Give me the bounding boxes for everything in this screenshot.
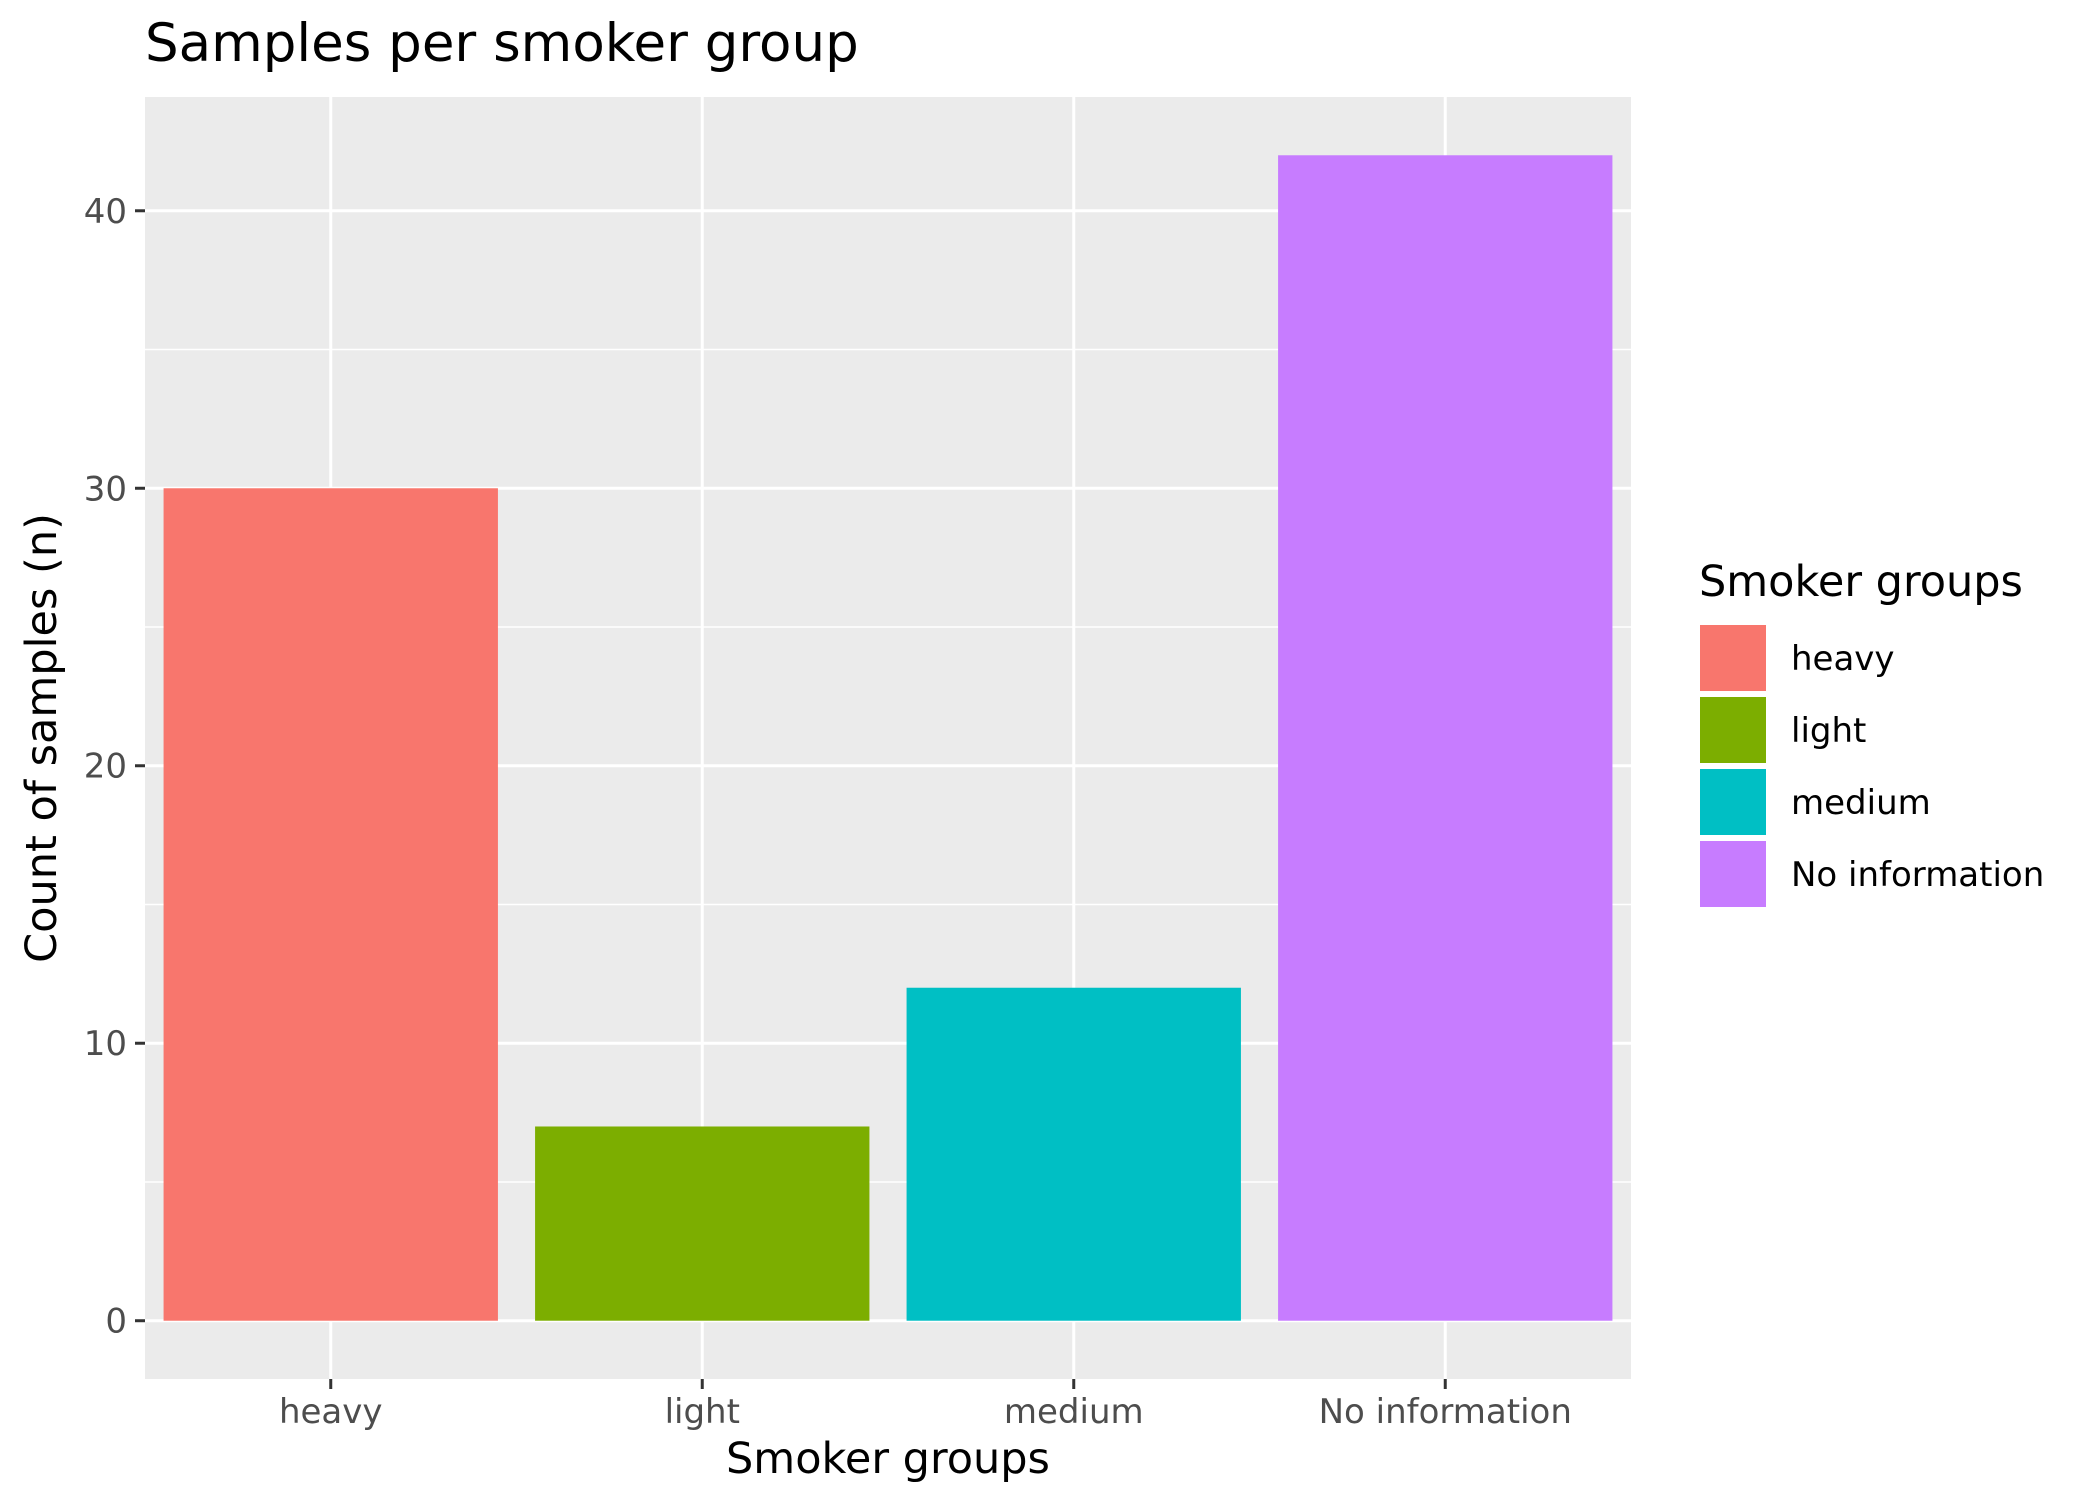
x-tick-label: light <box>665 1392 740 1432</box>
legend-key <box>1698 839 1768 909</box>
bars <box>163 155 1613 1321</box>
legend-label: light <box>1791 711 1866 751</box>
x-tick-label: heavy <box>279 1392 383 1432</box>
legend-label: medium <box>1791 783 1931 823</box>
x-axis: heavy light medium No information <box>279 1379 1572 1432</box>
legend-label: heavy <box>1791 639 1895 679</box>
bar-no-information <box>1278 155 1613 1321</box>
y-tick-label: 10 <box>84 1024 127 1064</box>
y-tick-label: 40 <box>84 192 127 232</box>
y-axis-title: Count of samples (n) <box>17 513 67 963</box>
x-tick-label: No information <box>1319 1392 1572 1432</box>
bar-medium <box>906 987 1241 1321</box>
y-tick-label: 20 <box>84 747 127 787</box>
x-tick-label: medium <box>1004 1392 1144 1432</box>
legend-key <box>1698 695 1768 765</box>
chart-title: Samples per smoker group <box>145 13 859 74</box>
bar-light <box>535 1126 870 1321</box>
y-tick-label: 30 <box>84 469 127 509</box>
legend-key <box>1698 767 1768 837</box>
y-tick-label: 0 <box>105 1302 127 1342</box>
legend: Smoker groups heavy light medium No informa… <box>1698 557 2044 909</box>
x-axis-title: Smoker groups <box>726 1434 1050 1484</box>
legend-label: No information <box>1791 855 2044 895</box>
legend-key <box>1698 623 1768 693</box>
legend-title: Smoker groups <box>1699 557 2023 607</box>
bar-heavy <box>163 488 498 1321</box>
y-axis: 0 10 20 30 40 <box>84 192 145 1342</box>
